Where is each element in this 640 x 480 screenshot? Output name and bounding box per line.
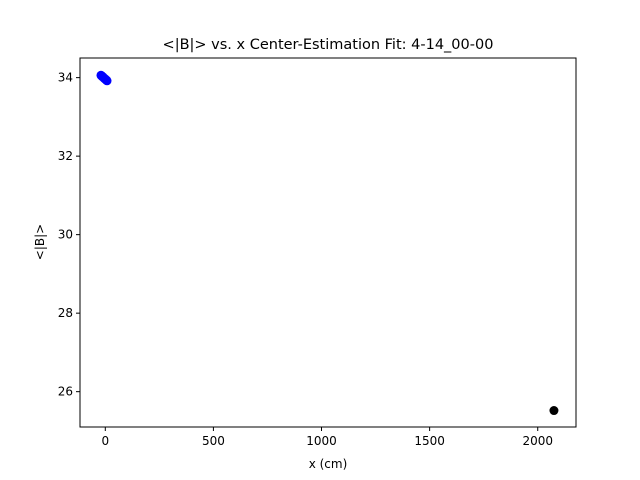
x-axis-ticks: 0 500 1000 1500 2000 bbox=[101, 427, 553, 448]
x-tick-label: 1500 bbox=[414, 434, 445, 448]
data-point bbox=[102, 76, 112, 86]
y-axis-label: <|B|> bbox=[33, 224, 47, 260]
y-axis-ticks: 26 28 30 32 34 bbox=[58, 71, 80, 399]
x-tick-label: 1000 bbox=[306, 434, 337, 448]
y-tick-label: 30 bbox=[58, 228, 73, 242]
y-tick-label: 34 bbox=[58, 71, 73, 85]
x-tick-label: 2000 bbox=[522, 434, 553, 448]
data-point bbox=[549, 406, 559, 416]
x-tick-label: 0 bbox=[101, 434, 109, 448]
y-tick-label: 32 bbox=[58, 149, 73, 163]
y-tick-label: 26 bbox=[58, 385, 73, 399]
y-tick-label: 28 bbox=[58, 306, 73, 320]
data-points bbox=[96, 70, 559, 416]
plot-frame bbox=[79, 57, 577, 428]
chart-title: <|B|> vs. x Center-Estimation Fit: 4-14_… bbox=[163, 37, 494, 53]
x-tick-label: 500 bbox=[202, 434, 225, 448]
x-axis-label: x (cm) bbox=[309, 457, 348, 471]
